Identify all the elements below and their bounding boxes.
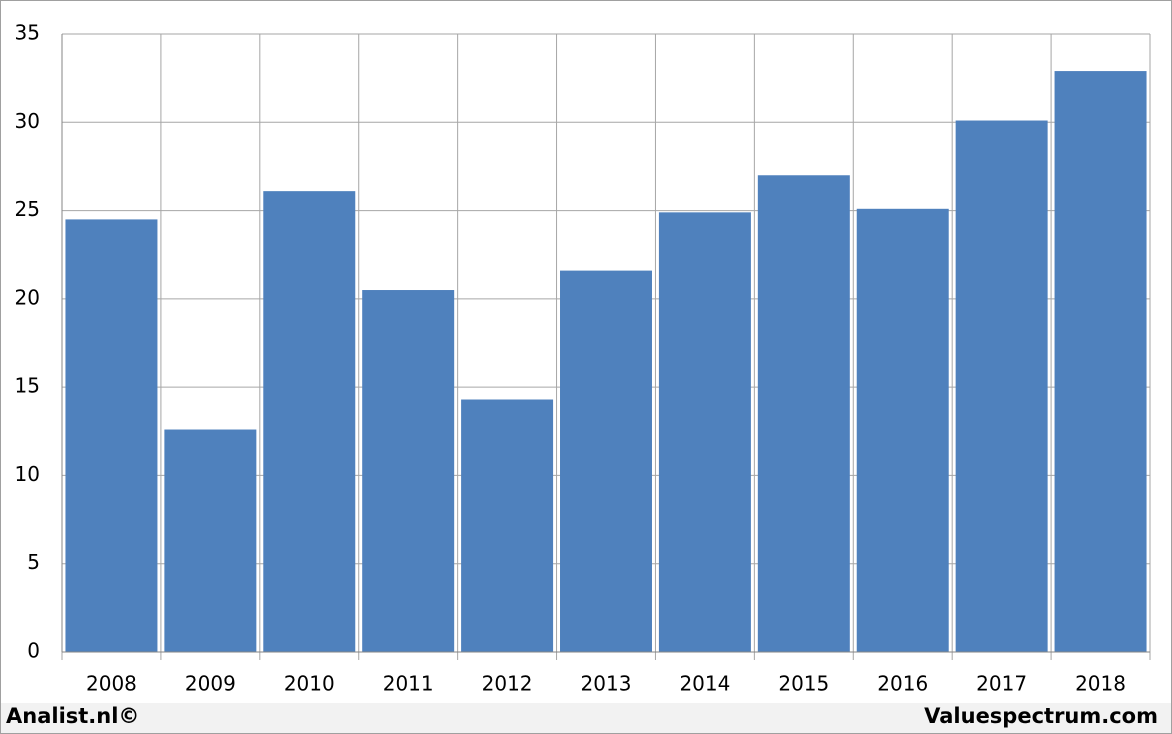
y-tick-label: 35 bbox=[15, 21, 40, 45]
x-tick-label: 2015 bbox=[778, 672, 829, 696]
y-tick-label: 20 bbox=[15, 285, 40, 309]
x-tick-label: 2012 bbox=[482, 672, 533, 696]
x-tick-label: 2010 bbox=[284, 672, 335, 696]
y-tick-label: 10 bbox=[15, 462, 40, 486]
bar bbox=[955, 120, 1048, 652]
y-tick-label: 25 bbox=[15, 197, 40, 221]
x-tick-label: 2017 bbox=[976, 672, 1027, 696]
x-tick-label: 2016 bbox=[877, 672, 928, 696]
footer-band bbox=[1, 703, 1171, 733]
x-tick-label: 2013 bbox=[581, 672, 632, 696]
x-tick-label: 2008 bbox=[86, 672, 137, 696]
x-tick-label: 2009 bbox=[185, 672, 236, 696]
x-tick-label: 2018 bbox=[1075, 672, 1126, 696]
y-tick-label: 30 bbox=[15, 109, 40, 133]
bar bbox=[1054, 71, 1147, 652]
credit-left: Analist.nl© bbox=[6, 704, 139, 728]
bar bbox=[263, 191, 356, 653]
x-tick-label: 2014 bbox=[679, 672, 730, 696]
bar bbox=[757, 175, 850, 652]
credit-right: Valuespectrum.com bbox=[924, 704, 1158, 728]
bar bbox=[65, 219, 158, 652]
bar bbox=[461, 399, 554, 652]
bar bbox=[560, 270, 652, 652]
x-tick-label: 2011 bbox=[383, 672, 434, 696]
bar bbox=[362, 290, 455, 652]
bar bbox=[164, 429, 257, 652]
bar bbox=[856, 208, 949, 652]
y-tick-label: 15 bbox=[15, 374, 40, 398]
y-tick-label: 5 bbox=[27, 550, 40, 574]
bar bbox=[658, 212, 751, 652]
y-tick-label: 0 bbox=[27, 639, 40, 663]
